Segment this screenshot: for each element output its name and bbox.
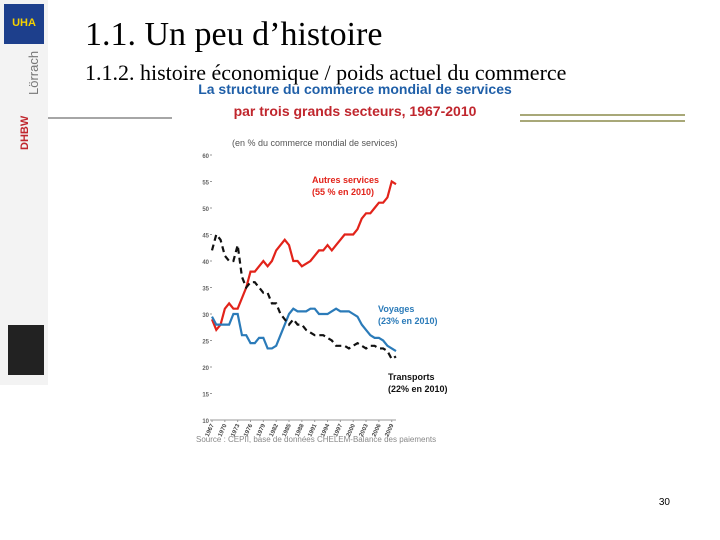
x-tick-label: 2003 xyxy=(359,423,370,438)
x-tick-label: 1973 xyxy=(230,423,241,438)
chart-source: Source : CEPII, base de données CHELEM-B… xyxy=(196,435,436,444)
x-tick-label: 1985 xyxy=(282,423,293,438)
annotation: Voyages xyxy=(378,304,414,314)
y-tick-label: 30 xyxy=(202,313,209,319)
page-number: 30 xyxy=(659,497,671,508)
x-tick-label: 1988 xyxy=(295,423,306,438)
annotation: (23% en 2010) xyxy=(378,316,438,326)
chart: La structure du commerce mondial de serv… xyxy=(196,81,512,444)
x-tick-label: 1982 xyxy=(269,423,280,438)
logo-text: UHA xyxy=(12,17,36,29)
x-tick-label: 1970 xyxy=(218,423,229,438)
y-tick-label: 60 xyxy=(202,154,209,160)
y-tick-label: 35 xyxy=(202,287,209,293)
y-tick-label: 10 xyxy=(202,419,209,425)
series-line xyxy=(211,307,397,353)
x-tick-label: 1994 xyxy=(320,423,331,438)
x-tick-label: 1976 xyxy=(243,423,254,438)
annotation: Transports xyxy=(388,372,435,382)
annotation: (55 % en 2010) xyxy=(312,187,374,197)
series-line xyxy=(210,232,397,361)
x-tick-label: 1967 xyxy=(205,423,216,438)
y-tick-label: 25 xyxy=(202,340,209,346)
x-tick-label: 2006 xyxy=(372,423,383,438)
chart-subtitle: (en % du commerce mondial de services) xyxy=(232,138,398,148)
y-tick-label: 20 xyxy=(202,366,209,372)
slide-title: 1.1. Un peu d’histoire xyxy=(85,16,382,53)
x-tick-label: 1991 xyxy=(307,423,318,438)
logo-text: Lörrach xyxy=(26,51,41,95)
chart-title: par trois grands secteurs, 1967-2010 xyxy=(234,103,477,119)
series-line xyxy=(210,179,397,333)
y-tick-label: 55 xyxy=(202,181,209,187)
uha-logo xyxy=(4,4,44,44)
x-tick-label: 2000 xyxy=(346,423,357,438)
x-tick-label: 1979 xyxy=(256,423,267,438)
nw-logo xyxy=(8,325,44,375)
chart-title: La structure du commerce mondial de serv… xyxy=(198,81,512,97)
sidebar xyxy=(0,0,48,385)
slide-subtitle: 1.1.2. histoire économique / poids actue… xyxy=(85,60,566,85)
x-tick-label: 1997 xyxy=(333,423,344,438)
y-tick-label: 50 xyxy=(202,207,209,213)
x-tick-label: 2009 xyxy=(384,423,395,438)
annotation: Autres services xyxy=(312,175,379,185)
y-tick-label: 40 xyxy=(202,260,209,266)
logo-text: DHBW xyxy=(19,115,31,150)
y-tick-label: 45 xyxy=(202,234,209,240)
annotation: (22% en 2010) xyxy=(388,384,448,394)
y-tick-label: 15 xyxy=(202,393,209,399)
